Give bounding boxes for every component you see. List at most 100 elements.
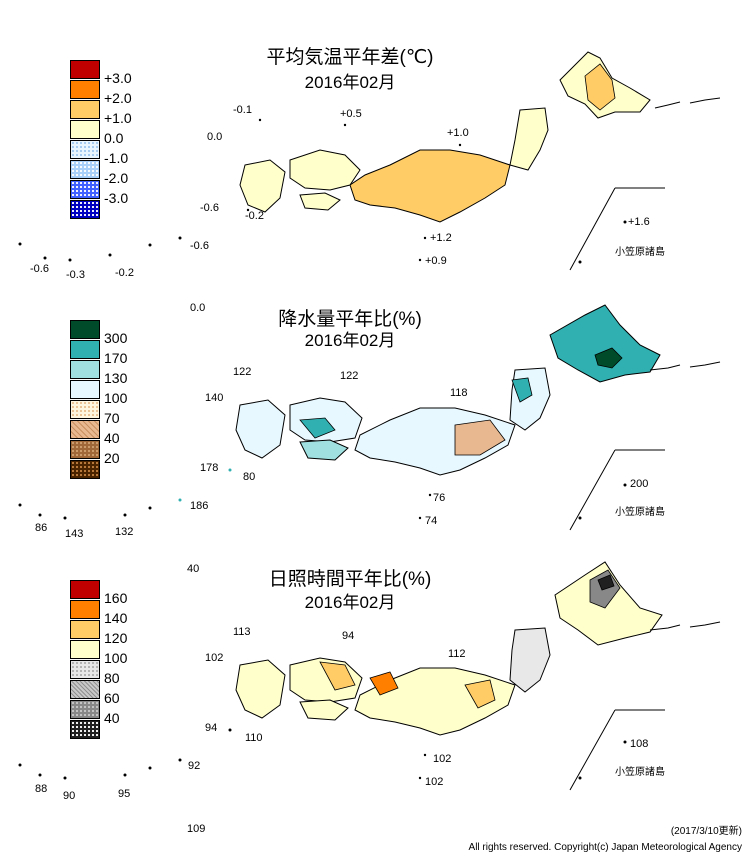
- legend-label: 0.0: [104, 130, 124, 146]
- temperature-panel: 平均気温平年差(℃) 2016年02月 +3.0 +2.0 +1.0 0.0 -…: [0, 0, 750, 314]
- legend-swatch: [70, 60, 100, 79]
- precip-value: 118: [450, 387, 468, 399]
- precip-value: 143: [65, 528, 84, 540]
- legend-swatch: [70, 340, 100, 359]
- sunshine-map: [18, 561, 721, 791]
- legend-swatch: [70, 420, 100, 439]
- kyushu: [235, 399, 286, 459]
- legend-swatch: [70, 640, 100, 659]
- honshu: [349, 149, 511, 223]
- legend-swatch: [70, 140, 100, 159]
- shikoku: [299, 699, 349, 721]
- sun-value: 102: [205, 652, 224, 664]
- sun-value: 112: [448, 648, 466, 660]
- sunshine-panel: 日照時間平年比(%) 2016年02月 160 140 120 100 80 6…: [0, 550, 750, 835]
- legend-label: 70: [104, 410, 120, 426]
- legend-label: 40: [104, 710, 120, 726]
- precip-value: 80: [243, 471, 256, 483]
- legend-label: 140: [104, 610, 128, 626]
- precipitation-title: 降水量平年比(%): [278, 309, 422, 330]
- kyushu: [235, 659, 286, 719]
- sun-value: 94: [205, 722, 218, 734]
- legend-swatch: [70, 460, 100, 479]
- legend-swatch: [70, 700, 100, 719]
- tohoku: [509, 107, 549, 171]
- precipitation-date: 2016年02月: [304, 331, 396, 350]
- temp-value: -0.3: [66, 269, 85, 281]
- tohoku: [509, 367, 551, 431]
- precip-value: 200: [630, 478, 649, 490]
- temperature-map: [18, 51, 721, 271]
- updated-date: (2017/3/10更新): [670, 826, 742, 837]
- hokkaido-darkest: [597, 574, 615, 591]
- ogasawara-label: 小笠原諸島: [615, 247, 665, 258]
- sun-value: 95: [118, 788, 131, 800]
- legend-swatch: [70, 680, 100, 699]
- legend-label: 100: [104, 650, 128, 666]
- chugoku-bright: [319, 661, 356, 691]
- temp-value: +0.5: [340, 108, 362, 120]
- temp-value: -0.2: [245, 210, 264, 222]
- legend-label: -2.0: [104, 170, 129, 186]
- legend-swatch: [70, 660, 100, 679]
- sunshine-date: 2016年02月: [304, 593, 396, 612]
- precip-value: 178: [200, 462, 219, 474]
- temp-value: -0.6: [190, 240, 209, 252]
- chugoku-wet: [299, 417, 336, 439]
- legend-label: +3.0: [104, 70, 132, 86]
- legend-label: -3.0: [104, 190, 129, 206]
- legend-swatch: [70, 160, 100, 179]
- temp-value: +1.6: [628, 216, 650, 228]
- precip-value: 40: [187, 563, 200, 575]
- legend-swatch: [70, 400, 100, 419]
- precipitation-map: [18, 304, 721, 531]
- sun-value: 108: [630, 738, 649, 750]
- precip-value: 186: [190, 500, 209, 512]
- temperature-title: 平均気温平年差(℃): [266, 47, 434, 68]
- sun-value: 109: [187, 823, 206, 835]
- honshu-dry: [454, 419, 506, 456]
- sun-value: 90: [63, 790, 76, 802]
- precip-value: 122: [233, 366, 252, 378]
- precip-value: 140: [205, 392, 224, 404]
- legend-swatch: [70, 360, 100, 379]
- precip-value: 132: [115, 526, 134, 538]
- legend-label: 60: [104, 690, 120, 706]
- shikoku: [299, 192, 341, 211]
- temp-value: +1.2: [430, 232, 452, 244]
- legend-swatch: [70, 320, 100, 339]
- copyright-text: All rights reserved. Copyright(c) Japan …: [468, 842, 742, 853]
- sun-value: 113: [233, 626, 251, 638]
- tohoku: [509, 627, 551, 693]
- ogasawara-label: 小笠原諸島: [615, 507, 665, 518]
- legend-swatch: [70, 180, 100, 199]
- sun-value: 110: [245, 732, 263, 744]
- legend-label: -1.0: [104, 150, 129, 166]
- legend-swatch: [70, 600, 100, 619]
- temp-value: +0.9: [425, 255, 447, 267]
- temp-value: 0.0: [190, 302, 206, 314]
- sun-value: 94: [342, 630, 355, 642]
- honshu-bright: [464, 679, 496, 709]
- sun-value: 92: [188, 760, 201, 772]
- temp-value: -0.1: [233, 104, 252, 116]
- tohoku-wet: [511, 377, 533, 403]
- legend-swatch: [70, 120, 100, 139]
- ogasawara-label: 小笠原諸島: [615, 767, 665, 778]
- chugoku: [289, 149, 361, 191]
- legend-label: 40: [104, 430, 120, 446]
- hokkaido-max: [594, 347, 623, 369]
- sun-value: 102: [425, 776, 444, 788]
- precip-value: 76: [433, 492, 446, 504]
- legend-swatch: [70, 580, 100, 599]
- sun-value: 102: [433, 753, 452, 765]
- legend-label: 300: [104, 330, 128, 346]
- legend-label: 130: [104, 370, 128, 386]
- precip-value: 74: [425, 515, 438, 527]
- temp-value: -0.2: [115, 267, 134, 279]
- legend-label: 80: [104, 670, 120, 686]
- precip-value: 86: [35, 522, 48, 534]
- temp-value: +1.0: [447, 127, 469, 139]
- sun-value: 88: [35, 783, 48, 795]
- legend-swatch: [70, 100, 100, 119]
